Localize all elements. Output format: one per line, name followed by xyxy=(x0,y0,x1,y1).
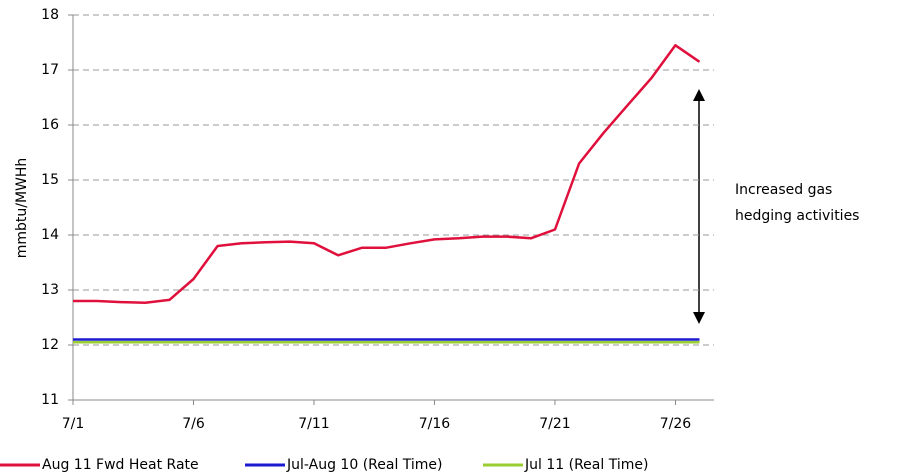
x-tick-label: 7/11 xyxy=(298,416,329,432)
y-tick-label: 11 xyxy=(41,392,59,408)
annotation: hedging activities xyxy=(735,208,859,224)
x-tick-label: 7/6 xyxy=(182,416,205,432)
legend-label: Aug 11 Fwd Heat Rate xyxy=(42,457,199,473)
y-axis-label: mmbtu/MWHh xyxy=(14,158,30,259)
legend-label: Jul 11 (Real Time) xyxy=(524,457,648,473)
y-tick-label: 13 xyxy=(41,282,59,298)
y-tick-label: 15 xyxy=(41,172,59,188)
y-tick-label: 12 xyxy=(41,337,59,353)
y-tick-label: 16 xyxy=(41,117,59,133)
x-tick-label: 7/26 xyxy=(660,416,692,432)
y-tick-label: 14 xyxy=(41,227,59,243)
annotation: Increased gas xyxy=(735,182,832,198)
x-tick-label: 7/21 xyxy=(539,416,570,432)
x-tick-label: 7/1 xyxy=(62,416,85,432)
series-line xyxy=(73,44,701,304)
y-tick-label: 18 xyxy=(41,7,59,23)
x-tick-label: 7/16 xyxy=(419,416,451,432)
legend-label: Jul-Aug 10 (Real Time) xyxy=(286,457,443,473)
y-tick-label: 17 xyxy=(41,62,59,78)
